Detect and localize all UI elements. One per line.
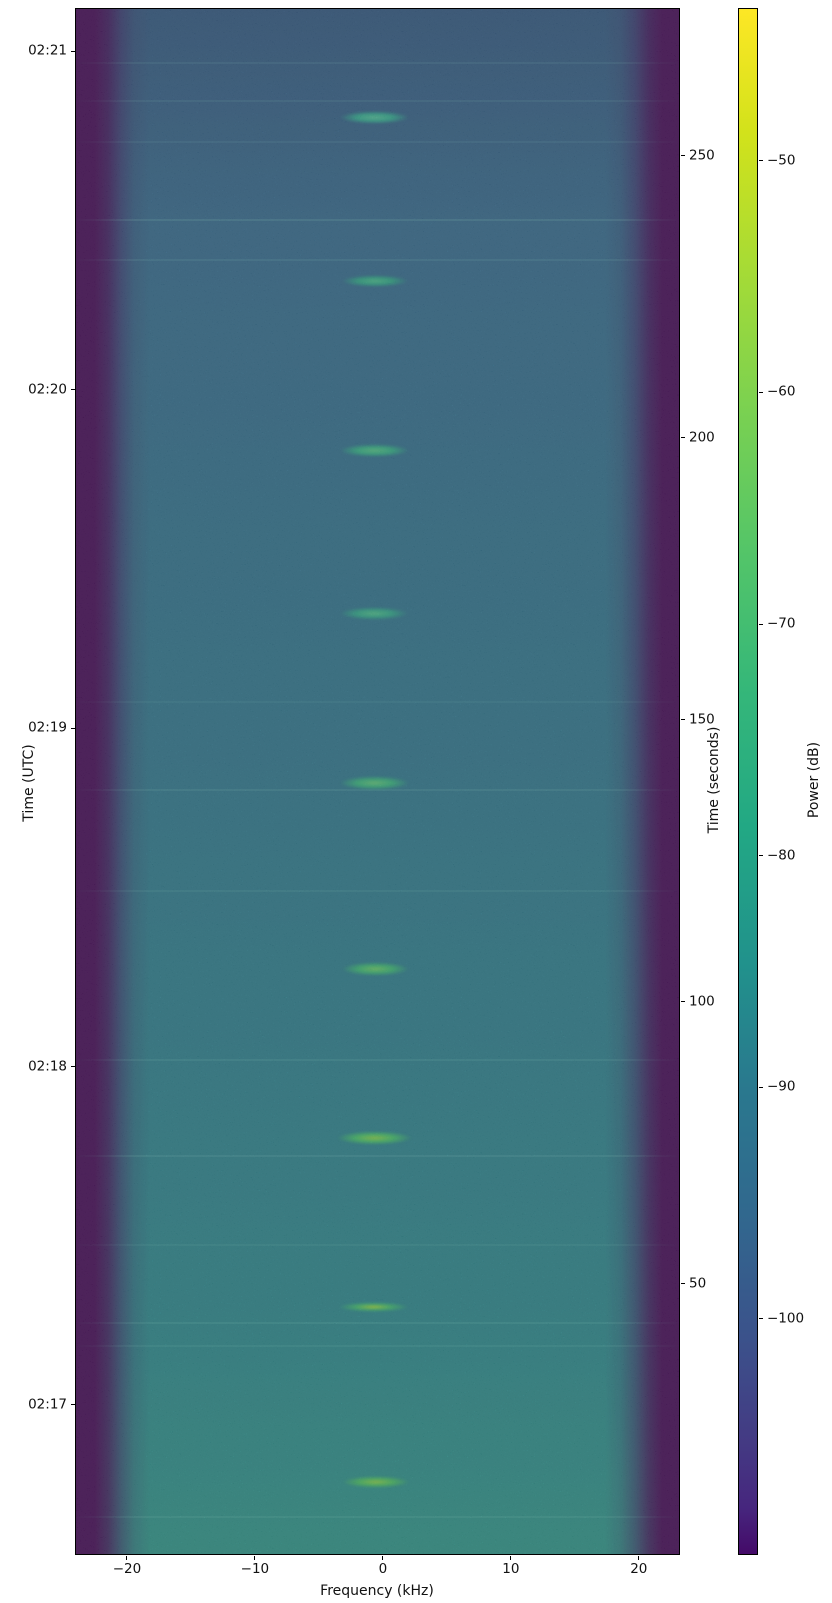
y-right-tick-mark xyxy=(681,1283,685,1285)
interference-line xyxy=(76,1344,679,1347)
colorbar-tick-label: −70 xyxy=(767,615,796,632)
y-left-tick-label: 02:18 xyxy=(28,1057,67,1074)
y-right-tick-mark xyxy=(681,1001,685,1003)
signal-burst xyxy=(341,962,410,976)
y-left-tick-mark xyxy=(71,727,75,729)
x-tick-mark xyxy=(254,1556,256,1560)
interference-line xyxy=(76,700,679,703)
colorbar-tick-mark xyxy=(759,160,763,162)
y-right-tick-label: 100 xyxy=(689,992,715,1009)
y-left-tick-mark xyxy=(71,1066,75,1068)
colorbar-tick-label: −100 xyxy=(767,1310,805,1327)
interference-line xyxy=(76,1155,679,1158)
signal-burst xyxy=(339,1302,409,1313)
interference-line xyxy=(76,1516,679,1519)
x-tick-label: −20 xyxy=(112,1561,142,1577)
interference-line xyxy=(76,258,679,261)
x-tick-mark xyxy=(382,1556,384,1560)
colorbar-tick-label: −90 xyxy=(767,1078,796,1095)
y-right-tick-label: 50 xyxy=(689,1274,707,1291)
signal-burst xyxy=(336,1130,412,1146)
y-right-tick-mark xyxy=(681,719,685,721)
colorbar-tick-mark xyxy=(759,1318,763,1320)
signal-burst xyxy=(340,607,409,620)
x-tick-label: −10 xyxy=(240,1561,270,1577)
y-left-tick-label: 02:19 xyxy=(28,719,67,736)
x-tick-mark xyxy=(638,1556,640,1560)
colorbar xyxy=(738,8,758,1555)
signal-burst xyxy=(341,274,409,288)
signal-burst xyxy=(340,776,410,790)
colorbar-title: Power (dB) xyxy=(806,741,822,819)
interference-line xyxy=(76,889,679,892)
signal-burst xyxy=(342,1475,410,1489)
signal-burst xyxy=(340,110,410,124)
colorbar-tick-mark xyxy=(759,1086,763,1088)
interference-line xyxy=(76,788,679,791)
x-tick-label: 0 xyxy=(378,1561,388,1577)
x-tick-mark xyxy=(510,1556,512,1560)
spectrogram-plot-canvas xyxy=(75,8,680,1555)
y-left-tick-mark xyxy=(71,50,75,52)
noise-texture-overlay xyxy=(76,9,679,1554)
interference-line xyxy=(76,218,679,221)
x-axis-title: Frequency (kHz) xyxy=(320,1583,434,1599)
y-right-tick-label: 200 xyxy=(689,429,715,445)
y-right-tick-label: 150 xyxy=(689,710,715,727)
x-tick-mark xyxy=(126,1556,128,1560)
interference-line xyxy=(76,141,679,144)
interference-line xyxy=(76,1321,679,1324)
interference-line xyxy=(76,62,679,65)
x-tick-label: 20 xyxy=(630,1561,648,1577)
y-left-tick-label: 02:17 xyxy=(28,1396,67,1413)
y-right-tick-mark xyxy=(681,155,685,157)
y-left-tick-mark xyxy=(71,1404,75,1406)
y-right-tick-label: 250 xyxy=(689,147,715,163)
y-left-tick-label: 02:20 xyxy=(28,381,67,398)
colorbar-tick-mark xyxy=(759,623,763,625)
signal-burst xyxy=(340,443,410,457)
y-axis-title-left: Time (UTC) xyxy=(21,744,37,822)
colorbar-tick-label: −50 xyxy=(767,152,796,169)
colorbar-tick-label: −80 xyxy=(767,846,796,863)
y-left-tick-mark xyxy=(71,389,75,391)
colorbar-tick-label: −60 xyxy=(767,383,796,400)
y-right-tick-mark xyxy=(681,437,685,439)
colorbar-tick-mark xyxy=(759,391,763,393)
interference-line xyxy=(76,1243,679,1246)
y-left-tick-label: 02:21 xyxy=(28,42,67,59)
interference-line xyxy=(76,1058,679,1061)
colorbar-tick-mark xyxy=(759,855,763,857)
x-tick-label: 10 xyxy=(502,1561,520,1577)
y-axis-title-right: Time (seconds) xyxy=(706,726,722,834)
interference-line xyxy=(76,99,679,102)
